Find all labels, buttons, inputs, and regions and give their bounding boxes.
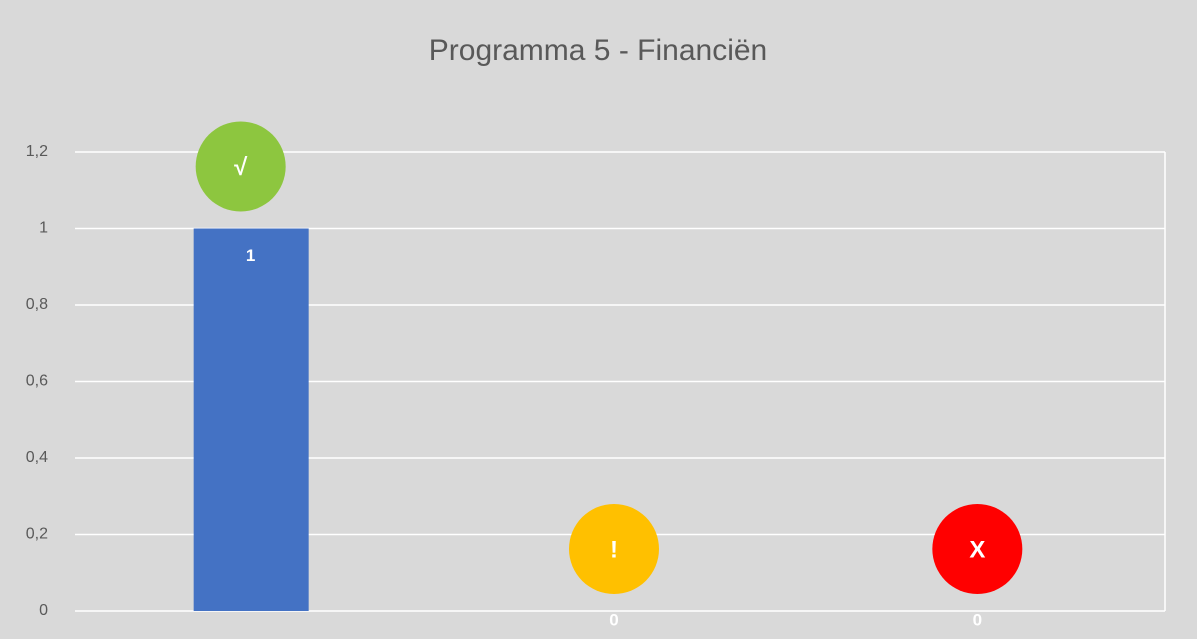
status-icon bbox=[932, 504, 1023, 594]
status-icon-label: ! bbox=[610, 536, 618, 563]
y-tick-label: 1,2 bbox=[26, 143, 48, 160]
data-label: 0 bbox=[973, 610, 982, 629]
data-label: 1 bbox=[246, 246, 255, 265]
status-icon-label: √ bbox=[234, 154, 248, 181]
status-icon bbox=[195, 121, 286, 212]
status-icon bbox=[569, 504, 659, 594]
y-tick-label: 0,8 bbox=[26, 296, 48, 313]
chart-title: Programma 5 - Financiën bbox=[429, 34, 767, 67]
y-tick-label: 0,2 bbox=[26, 526, 48, 543]
y-tick-label: 0,4 bbox=[26, 449, 48, 466]
y-tick-label: 0 bbox=[39, 602, 48, 619]
y-tick-label: 1 bbox=[39, 220, 48, 237]
y-tick-label: 0,6 bbox=[26, 373, 48, 390]
status-icon-label: X bbox=[969, 536, 985, 563]
data-label: 0 bbox=[609, 610, 618, 629]
bar bbox=[193, 228, 309, 611]
